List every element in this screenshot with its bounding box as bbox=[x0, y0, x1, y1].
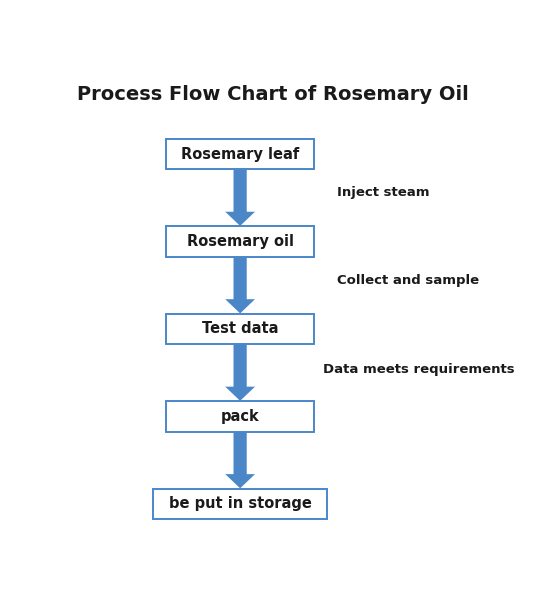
Text: Test data: Test data bbox=[202, 322, 278, 336]
Text: Rosemary oil: Rosemary oil bbox=[187, 234, 294, 249]
FancyBboxPatch shape bbox=[166, 401, 314, 432]
FancyArrow shape bbox=[225, 257, 255, 313]
Text: Inject steam: Inject steam bbox=[337, 186, 430, 200]
FancyBboxPatch shape bbox=[154, 489, 327, 519]
FancyBboxPatch shape bbox=[166, 139, 314, 169]
FancyArrow shape bbox=[225, 344, 255, 401]
Text: Data meets requirements: Data meets requirements bbox=[322, 363, 514, 376]
FancyBboxPatch shape bbox=[166, 314, 314, 344]
Text: pack: pack bbox=[221, 409, 260, 424]
Text: Process Flow Chart of Rosemary Oil: Process Flow Chart of Rosemary Oil bbox=[77, 85, 469, 104]
FancyArrow shape bbox=[225, 432, 255, 488]
Text: Rosemary leaf: Rosemary leaf bbox=[181, 147, 299, 161]
FancyArrow shape bbox=[225, 169, 255, 226]
Text: be put in storage: be put in storage bbox=[168, 496, 312, 511]
Text: Collect and sample: Collect and sample bbox=[337, 274, 479, 287]
FancyBboxPatch shape bbox=[166, 226, 314, 257]
